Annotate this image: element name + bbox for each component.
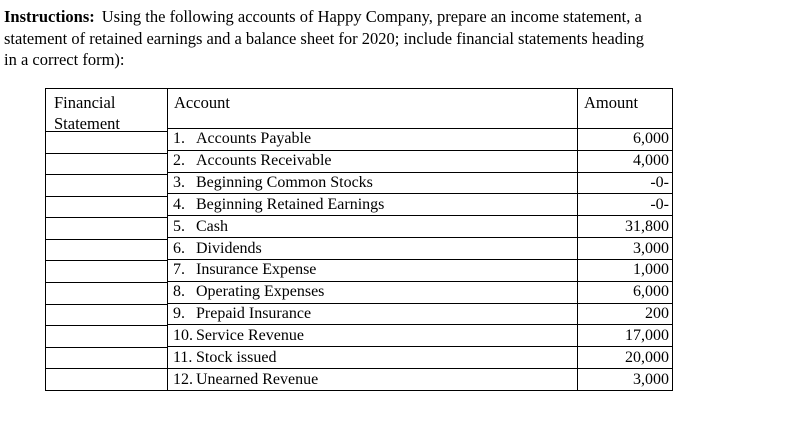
account-cell: 5. Cash (168, 216, 577, 239)
amount-cell: -0- (578, 173, 672, 195)
account-cell: 4. Beginning Retained Earnings (168, 194, 577, 217)
instructions-line-2: statement of retained earnings and a bal… (4, 28, 645, 48)
instructions-label: Instructions: (4, 7, 95, 26)
account-cell: 12. Unearned Revenue (168, 369, 577, 390)
account-cell: 10. Service Revenue (168, 325, 577, 348)
account-number: 3. (173, 174, 185, 192)
amount-cell: -0- (578, 194, 672, 217)
account-label: Dividends (196, 239, 262, 257)
account-label: Prepaid Insurance (196, 305, 312, 323)
financial-statement-blank-cell (46, 175, 167, 197)
account-cell: 3. Beginning Common Stocks (168, 173, 577, 195)
amount-cell: 6,000 (578, 129, 672, 151)
amount-cell: 200 (578, 304, 672, 326)
financial-statement-blank-cell (46, 132, 167, 154)
account-label: Stock issued (196, 348, 277, 366)
account-cell: 7. Insurance Expense (168, 260, 577, 282)
account-number: 7. (173, 261, 185, 279)
column-amount: Amount 6,000 4,000 -0- -0- 31,800 3,000 … (578, 89, 672, 390)
account-label: Cash (196, 217, 228, 235)
financial-statement-blank-cell (46, 218, 167, 240)
financial-statement-blank-cell (46, 283, 167, 305)
account-label: Insurance Expense (196, 261, 317, 279)
account-number: 5. (173, 217, 185, 235)
account-number: 6. (173, 239, 185, 257)
financial-statement-blank-cell (46, 261, 167, 284)
financial-statement-blank-cell (46, 197, 167, 219)
financial-statement-blank-cell (46, 305, 167, 327)
account-cell: 11. Stock issued (168, 347, 577, 370)
account-cell: 6. Dividends (168, 238, 577, 260)
amount-cell: 1,000 (578, 260, 672, 282)
amount-cell: 4,000 (578, 151, 672, 173)
amount-cell: 6,000 (578, 282, 672, 304)
account-number: 1. (173, 130, 185, 148)
account-number: 9. (173, 305, 185, 323)
account-number: 12. (173, 370, 193, 388)
financial-statement-blank-cell (46, 369, 167, 390)
account-label: Beginning Retained Earnings (196, 195, 385, 213)
instructions-line-3: in a correct form): (4, 50, 125, 69)
col-header-financial-statement: Financial Statement (46, 89, 167, 133)
column-account: Account 1. Accounts Payable 2. Accounts Re… (168, 89, 578, 390)
amount-cell: 3,000 (578, 238, 672, 260)
account-number: 4. (173, 195, 185, 213)
amount-cell: 17,000 (578, 325, 672, 348)
amount-cell: 3,000 (633, 370, 669, 388)
account-label: Unearned Revenue (196, 370, 319, 388)
account-label: Operating Expenses (196, 283, 325, 301)
financial-statement-blank-cell (46, 240, 167, 262)
account-cell: 2. Accounts Receivable (168, 151, 577, 173)
amount-cell: 31,800 (578, 216, 672, 239)
column-financial-statement: Financial Statement (46, 89, 168, 390)
col-header-account: Account (168, 89, 577, 129)
financial-statement-blank-cell (46, 326, 167, 348)
account-label: Accounts Receivable (196, 152, 332, 170)
account-number: 8. (173, 283, 185, 301)
account-cell: 9. Prepaid Insurance (168, 304, 577, 326)
financial-statement-blank-cell (46, 154, 167, 176)
financial-statement-blank-cell (46, 348, 167, 370)
account-number: 11. (173, 348, 193, 366)
col-header-amount: Amount (578, 89, 672, 129)
instructions-line-1: Using the following accounts of Happy Co… (101, 7, 642, 26)
account-cell: 8. Operating Expenses (168, 282, 577, 304)
account-cell: 1. Accounts Payable (168, 129, 577, 151)
account-number: 2. (173, 152, 185, 170)
amount-cell: 20,000 (578, 347, 672, 370)
account-number: 10. (173, 326, 193, 344)
account-label: Beginning Common Stocks (196, 174, 373, 192)
account-label: Service Revenue (196, 326, 304, 344)
accounts-table: Financial Statement Account 1. Accounts P… (45, 88, 673, 391)
account-label: Accounts Payable (196, 130, 312, 148)
instructions-paragraph: Instructions: Using the following account… (4, 6, 788, 71)
